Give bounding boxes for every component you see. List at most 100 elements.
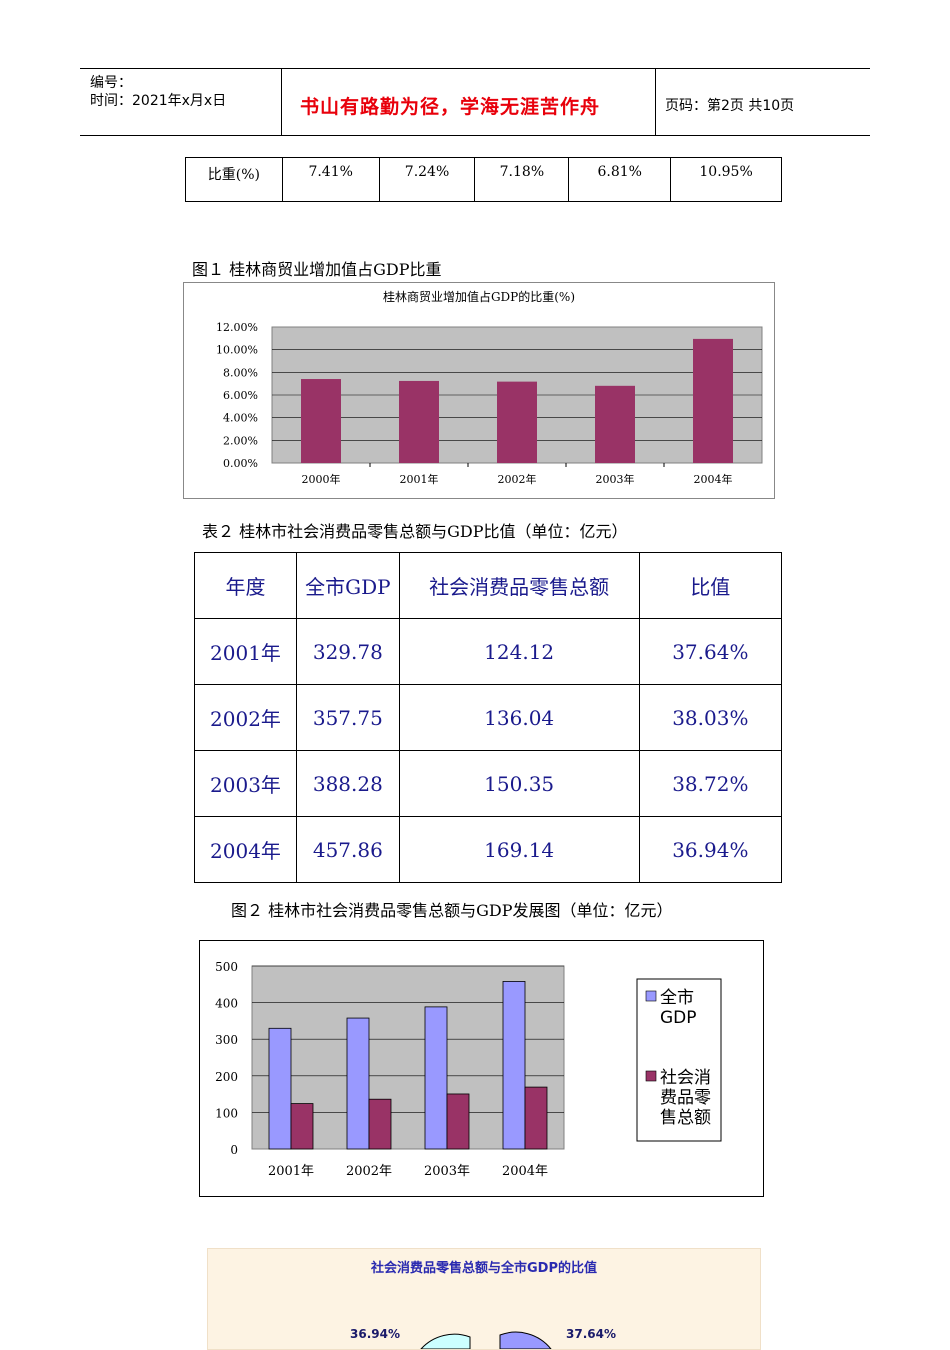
figure2-chart-svg: 500 400 300 200 100 0 2001年 2002年 2003年 2004年 全市GD… [215,960,722,1179]
x-tick-label: 2004年 [502,1164,548,1179]
table-cell: 136.04 [398,684,640,751]
y-tick-label: 10.00% [216,344,258,357]
ratio-table: 比重(%) 7.41% 7.24% 7.18% 6.81% 10.95% [185,157,782,202]
figure1-chart: 桂林商贸业增加值占GDP的比重(%) 12.00% 10.00% 8.00% 6.00%… [183,282,775,499]
table-cell: 6.81% [568,157,672,202]
table-row: 比重(%) 7.41% 7.24% 7.18% 6.81% 10.95% [185,157,782,202]
table-cell: 7.41% [281,157,380,202]
legend-swatch [645,990,657,1002]
y-tick-label: 400 [215,997,238,1011]
table-cell: 2004年 [194,816,297,883]
bar [497,381,537,463]
header-divider [281,68,282,135]
row-label: 比重(%) [185,157,283,202]
y-tick-label: 200 [215,1070,238,1084]
header-bottom-rule [80,135,870,136]
table-cell: 38.03% [638,684,783,751]
y-tick-label: 4.00% [223,412,258,425]
figure2-caption: 图２ 桂林市社会消费品零售总额与GDP发展图（单位：亿元） [231,901,673,920]
table-cell: 38.72% [638,750,783,817]
bar [399,380,439,463]
y-tick-label: 500 [215,960,238,974]
legend-label: 售总额 [660,1108,711,1128]
y-tick-label: 12.00% [216,321,258,334]
code-label: 编号： [90,75,132,91]
pie-slice [499,1331,552,1349]
pie-label: 37.64% [566,1327,616,1341]
table-cell: 2002年 [194,684,297,751]
x-tick-label: 2002年 [498,472,537,486]
table-cell: 7.18% [474,157,570,202]
figure1-caption: 图１ 桂林商贸业增加值占GDP比重 [192,260,442,279]
table-cell: 169.14 [398,816,640,883]
y-tick-label: 100 [215,1106,238,1120]
x-tick-label: 2003年 [596,472,635,486]
table-cell: 388.28 [295,750,400,817]
column-header: 比值 [638,552,783,619]
pie-slices [420,1331,552,1349]
table-row: 2001年 329.78 124.12 37.64% [194,618,783,685]
table-cell: 357.75 [295,684,400,751]
table-row: 2003年 388.28 150.35 38.72% [194,750,783,817]
header-top-rule [80,68,870,69]
y-tick-label: 2.00% [223,434,258,447]
header-divider [655,68,656,135]
bar [446,1093,470,1150]
bar [368,1098,392,1150]
legend-box [636,978,722,1142]
bar [268,1027,292,1150]
x-tick-label: 2002年 [346,1164,392,1179]
pie-slice [420,1333,471,1349]
x-tick-label: 2001年 [268,1164,314,1179]
table2-caption: 表２ 桂林市社会消费品零售总额与GDP比值（单位：亿元） [202,522,628,541]
y-tick-label: 6.00% [223,389,258,402]
page-number: 页码：第2页 共10页 [665,98,795,114]
table-row: 2004年 457.86 169.14 36.94% [194,816,783,883]
bar [346,1017,370,1150]
table-header-row: 年度 全市GDP 社会消费品零售总额 比值 [194,552,783,619]
figure3-title: 社会消费品零售总额与全市GDP的比值 [371,1261,597,1276]
table-cell: 2003年 [194,750,297,817]
table-cell: 37.64% [638,618,783,685]
bar [524,1086,548,1150]
table-cell: 10.95% [670,157,782,202]
legend-label: 全市 [660,988,694,1008]
bar [301,379,341,463]
table-cell: 7.24% [378,157,476,202]
table-cell: 2001年 [194,618,297,685]
bar [693,338,733,463]
table-cell: 36.94% [638,816,783,883]
figure2-chart: 500 400 300 200 100 0 2001年 2002年 2003年 2004年 全市 GD… [199,940,764,1197]
y-tick-label: 0 [230,1143,238,1157]
time-label: 时间：2021年x月x日 [90,93,227,109]
table-cell: 329.78 [295,618,400,685]
figure3-chart: 社会消费品零售总额与全市GDP的比值 36.94% 37.64% [207,1248,761,1350]
gdp-retail-table: 年度 全市GDP 社会消费品零售总额 比值 2001年 329.78 124.1… [194,552,783,883]
chart-title: 桂林商贸业增加值占GDP的比重(%) [383,289,575,304]
bar [595,385,635,463]
bar [502,981,526,1150]
y-tick-label: 300 [215,1033,238,1047]
y-tick-label: 8.00% [223,366,258,379]
figure1-chart-svg: 桂林商贸业增加值占GDP的比重(%) 12.00% 10.00% 8.00% 6.00%… [216,289,763,486]
table-row: 2002年 357.75 136.04 38.03% [194,684,783,751]
legend-label: GDP [660,1008,697,1028]
x-tick-label: 2001年 [400,472,439,486]
table-cell: 150.35 [398,750,640,817]
x-tick-label: 2004年 [694,472,733,486]
table-cell: 457.86 [295,816,400,883]
header-motto: 书山有路勤为径，学海无涯苦作舟 [300,96,601,118]
column-header: 社会消费品零售总额 [398,552,640,619]
bar [290,1103,314,1150]
table-cell: 124.12 [398,618,640,685]
legend-label: 社会消 [660,1068,711,1088]
x-tick-label: 2000年 [302,472,341,486]
bar [424,1006,448,1150]
legend-swatch [645,1070,657,1082]
pie-label: 36.94% [350,1327,400,1341]
y-tick-label: 0.00% [223,457,258,470]
column-header: 年度 [194,552,297,619]
legend-label: 费品零 [660,1088,711,1108]
x-tick-label: 2003年 [424,1164,470,1179]
column-header: 全市GDP [295,552,400,619]
